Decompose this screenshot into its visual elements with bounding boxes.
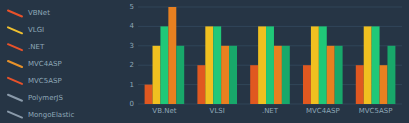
bar	[221, 46, 229, 104]
bar	[197, 65, 205, 104]
y-tick-label: 4	[130, 22, 135, 30]
y-tick-label: 0	[130, 100, 134, 108]
x-tick-label: MVC5ASP	[359, 107, 393, 115]
bar	[319, 26, 327, 104]
bar	[335, 46, 343, 104]
bar	[327, 46, 335, 104]
bar	[356, 65, 364, 104]
legend-label: MVC4ASP	[28, 60, 62, 68]
legend-marker	[8, 27, 22, 33]
legend-panel: VBNet VLGI .NET MVC4ASP MVC5ASP PolymerJS Mong…	[8, 9, 74, 118]
grid-line	[138, 7, 402, 8]
grid	[138, 7, 402, 104]
bar	[229, 46, 237, 104]
bars	[145, 7, 396, 104]
legend-marker	[8, 78, 22, 84]
legend-marker	[8, 112, 22, 118]
bar	[282, 46, 290, 104]
legend-label: .NET	[28, 43, 45, 51]
chart-svg: 012345VB.NetVLSI.NETMVC4ASPMVC5ASPVBNetV…	[0, 0, 409, 123]
y-tick-label: 5	[130, 3, 134, 11]
legend-label: VBNet	[28, 9, 50, 17]
bar	[176, 46, 184, 104]
legend-label: PolymerJS	[28, 94, 63, 102]
legend-label: VLGI	[28, 26, 44, 34]
bar	[153, 46, 161, 104]
bar	[205, 26, 213, 104]
legend-marker	[8, 95, 22, 101]
bar	[311, 26, 319, 104]
y-tick-label: 2	[130, 61, 134, 69]
x-tick-label: VLSI	[210, 107, 225, 115]
bar	[168, 7, 176, 104]
bar	[380, 65, 388, 104]
legend-label: MongoElastic	[28, 111, 74, 119]
bar	[250, 65, 258, 104]
x-tick-label: VB.Net	[152, 107, 176, 115]
bar	[387, 46, 395, 104]
x-tick-label: .NET	[262, 107, 279, 115]
background	[0, 0, 409, 123]
bar	[145, 85, 153, 104]
legend-marker	[8, 61, 22, 67]
y-tick-label: 1	[130, 81, 134, 89]
legend-marker	[8, 10, 22, 16]
bar	[364, 26, 372, 104]
bar	[258, 26, 266, 104]
legend-marker	[8, 44, 22, 50]
chart-root: 012345VB.NetVLSI.NETMVC4ASPMVC5ASPVBNetV…	[0, 0, 409, 123]
bar	[213, 26, 221, 104]
x-tick-label: MVC4ASP	[306, 107, 340, 115]
bar	[303, 65, 311, 104]
bar	[372, 26, 380, 104]
y-tick-label: 3	[130, 42, 134, 50]
bar	[266, 26, 274, 104]
legend-label: MVC5ASP	[28, 77, 62, 85]
bar	[160, 26, 168, 104]
bar	[274, 46, 282, 104]
